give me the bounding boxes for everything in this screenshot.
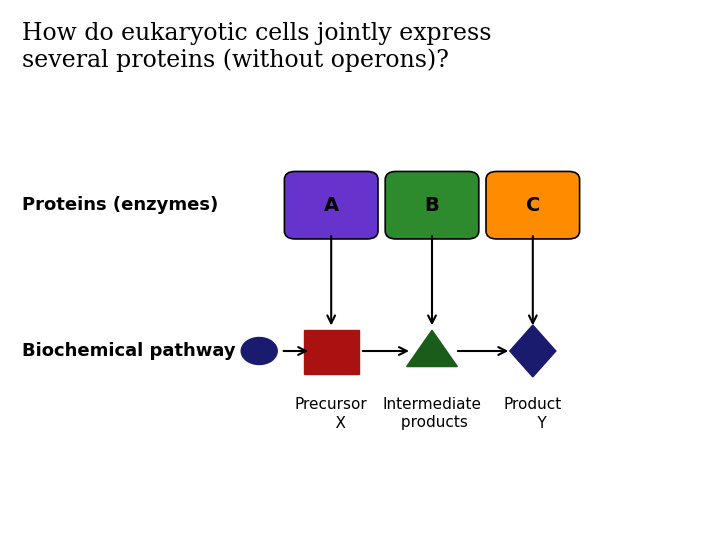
Text: Proteins (enzymes): Proteins (enzymes): [22, 196, 218, 214]
Circle shape: [241, 338, 277, 364]
Text: B: B: [425, 195, 439, 215]
Text: How do eukaryotic cells jointly express
several proteins (without operons)?: How do eukaryotic cells jointly express …: [22, 22, 491, 72]
Text: C: C: [526, 195, 540, 215]
FancyBboxPatch shape: [385, 172, 479, 239]
Text: Intermediate
 products: Intermediate products: [382, 397, 482, 430]
FancyBboxPatch shape: [486, 172, 580, 239]
Text: Product
    Y: Product Y: [504, 397, 562, 430]
FancyBboxPatch shape: [284, 172, 378, 239]
Polygon shape: [407, 330, 457, 367]
Text: A: A: [323, 195, 339, 215]
Text: Biochemical pathway: Biochemical pathway: [22, 342, 235, 360]
Polygon shape: [510, 325, 556, 377]
Text: Precursor
    X: Precursor X: [294, 397, 368, 430]
Bar: [304, 330, 359, 374]
